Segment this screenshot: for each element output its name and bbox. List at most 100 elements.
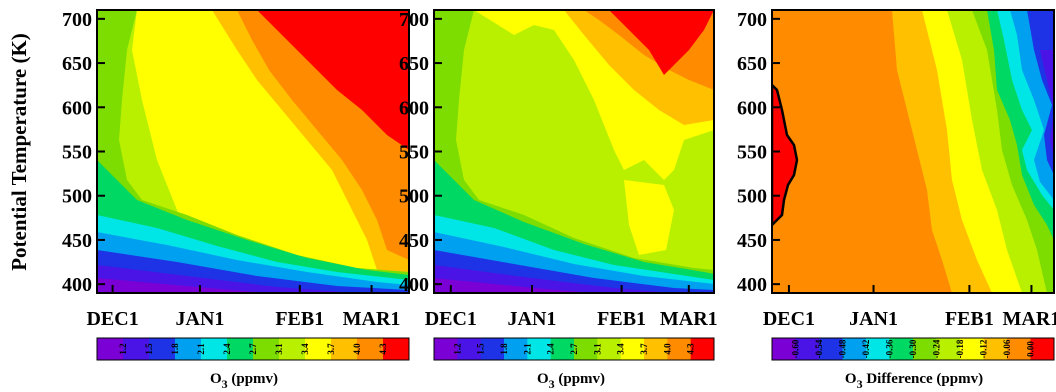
colorbar-level-label: 4.3 xyxy=(378,343,388,355)
colorbar-swatch xyxy=(550,338,575,360)
panel-left: 400 450 500 550 600 650 700 DEC1 JAN1 FEB1 MAR1 xyxy=(62,9,410,330)
y-ticks-middle: 400 450 500 550 600 650 700 xyxy=(399,9,442,296)
x-tick-label: DEC1 xyxy=(86,308,138,330)
colorbar-level-label: 3.7 xyxy=(639,343,649,355)
colorbar-swatch xyxy=(149,338,176,360)
y-tick-label: 700 xyxy=(62,9,92,31)
colorbar-level-label: 2.7 xyxy=(569,343,579,355)
contour-field-right xyxy=(772,10,1054,293)
y-tick-label: 650 xyxy=(399,53,429,75)
contour-field-left xyxy=(97,10,409,293)
colorbar-level-label: -0.54 xyxy=(814,339,824,358)
y-tick-label: 600 xyxy=(62,97,92,119)
colorbar-level-label: -0.12 xyxy=(979,339,989,358)
colorbar-level-label: 1.2 xyxy=(118,343,128,355)
colorbar-swatch xyxy=(279,338,306,360)
colorbar-swatch xyxy=(97,338,124,360)
y-ticks-left: 400 450 500 550 600 650 700 xyxy=(62,9,105,296)
colorbar-swatch xyxy=(383,338,410,360)
colorbar-frame xyxy=(433,337,715,361)
x-tick-label: FEB1 xyxy=(275,308,324,330)
colorbar-middle: 1.2 1.5 1.8 2.1 2.4 2.7 3.1 3.4 3.7 4.0 4.3 xyxy=(433,337,715,361)
colorbar-swatch xyxy=(457,338,482,360)
panel-right: 400 450 500 550 600 650 700 DEC1 JAN1 FEB1 MAR1 xyxy=(737,9,1056,330)
colorbar-level-label: -0.30 xyxy=(908,339,918,358)
colorbar-level-label: 2.1 xyxy=(522,343,532,355)
contour-band-indigo-right xyxy=(1040,50,1054,160)
colorbar-swatch xyxy=(667,338,692,360)
colorbar-level-label: 1.5 xyxy=(476,343,486,355)
colorbar-level-label: -0.18 xyxy=(955,339,965,358)
y-tick-label: 400 xyxy=(62,274,92,296)
colorbar-swatch xyxy=(1030,338,1055,360)
y-tick-label: 550 xyxy=(62,142,92,164)
colorbar-swatch xyxy=(795,338,820,360)
colorbar-swatch xyxy=(253,338,280,360)
colorbar-level-label: 4.3 xyxy=(686,343,696,355)
colorbar-left: 1.2 1.5 1.8 2.1 2.4 2.7 3.1 3.4 3.7 4.0 4.3 xyxy=(96,337,410,361)
x-ticks-left: DEC1 JAN1 FEB1 MAR1 xyxy=(86,285,400,330)
contour-band-violet-left xyxy=(97,278,267,293)
colorbar-swatch xyxy=(597,338,622,360)
y-tick-label: 650 xyxy=(737,53,767,75)
x-tick-label: JAN1 xyxy=(176,308,225,330)
colorbar-swatch xyxy=(936,338,961,360)
contour-band-yellow2-middle xyxy=(624,180,674,255)
colorbar-swatch xyxy=(866,338,890,360)
colorbar-swatch xyxy=(1007,338,1031,360)
colorbar-level-label: -0.60 xyxy=(791,339,801,358)
x-ticks-right: DEC1 JAN1 FEB1 MAR1 xyxy=(763,285,1056,330)
colorbar-frame xyxy=(771,337,1055,361)
x-tick-label: MAR1 xyxy=(1003,308,1056,330)
y-tick-label: 400 xyxy=(399,274,429,296)
colorbar-swatch xyxy=(644,338,668,360)
colorbar-frame xyxy=(96,337,410,361)
colorbar-swatch xyxy=(960,338,984,360)
contour-band-violet-middle xyxy=(434,278,594,293)
contour-field-middle xyxy=(434,10,714,293)
colorbar-level-label: -0.24 xyxy=(932,339,942,358)
y-tick-label: 650 xyxy=(62,53,92,75)
colorbar-caption-left: O3 (ppmv) xyxy=(210,371,278,391)
colorbar-caption-middle: O3 (ppmv) xyxy=(537,371,605,391)
y-tick-label: 450 xyxy=(737,230,767,252)
colorbar-level-label: 1.5 xyxy=(144,343,154,355)
colorbar-level-label: 4.0 xyxy=(352,343,362,355)
colorbar-swatch xyxy=(889,338,914,360)
colorbar-level-label: 4.0 xyxy=(662,343,672,355)
colorbar-level-label: 1.2 xyxy=(452,343,462,355)
colorbar-swatch xyxy=(434,338,458,360)
colorbar-level-label: 3.4 xyxy=(300,343,310,355)
colorbar-swatch xyxy=(201,338,228,360)
colorbar-level-label: 0.00 xyxy=(1026,341,1036,357)
x-tick-label: DEC1 xyxy=(425,308,477,330)
x-tick-label: MAR1 xyxy=(660,308,718,330)
colorbar-right: -0.60 -0.54 -0.48 -0.42 -0.36 -0.30 -0.24 -0.18… xyxy=(771,337,1055,361)
colorbar-level-label: 3.1 xyxy=(592,343,602,355)
colorbar-caption-right: O3 Difference (ppmv) xyxy=(845,371,983,391)
colorbar-swatch xyxy=(983,338,1008,360)
colorbar-swatch xyxy=(842,338,867,360)
panel-middle: 400 450 500 550 600 650 700 DEC1 JAN1 FEB1 MAR1 xyxy=(399,9,718,330)
x-tick-label: FEB1 xyxy=(945,308,994,330)
y-tick-label: 550 xyxy=(737,142,767,164)
colorbar-swatch xyxy=(480,338,505,360)
y-tick-label: 600 xyxy=(737,97,767,119)
colorbar-swatch xyxy=(305,338,332,360)
colorbar-level-label: 1.8 xyxy=(499,343,509,355)
colorbar-level-label: 2.7 xyxy=(248,343,258,355)
colorbar-swatch xyxy=(504,338,528,360)
colorbar-level-label: -0.48 xyxy=(838,339,848,358)
colorbar-level-label: 3.4 xyxy=(616,343,626,355)
x-tick-label: FEB1 xyxy=(597,308,646,330)
x-tick-label: JAN1 xyxy=(849,308,898,330)
colorbar-swatch xyxy=(123,338,150,360)
contour-band-red-right xyxy=(772,83,799,227)
colorbar-level-label: 2.4 xyxy=(546,343,556,355)
colorbar-level-label: 3.1 xyxy=(274,343,284,355)
colorbar-swatch xyxy=(527,338,552,360)
colorbar-swatch xyxy=(331,338,358,360)
y-axis-title: Potential Temperature (K) xyxy=(7,33,31,271)
x-tick-label: MAR1 xyxy=(343,308,401,330)
